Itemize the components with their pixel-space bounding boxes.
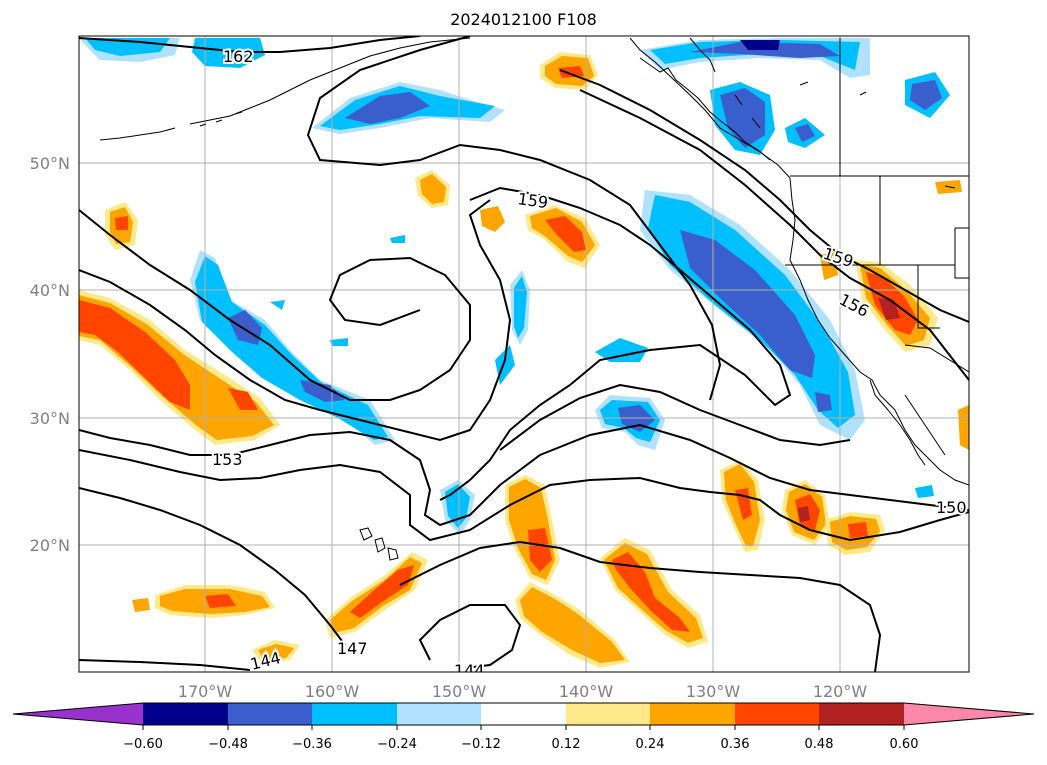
lat-labels: 50°N 40°N 30°N 20°N (30, 154, 70, 555)
contour-159b (439, 186, 792, 501)
contour-144 (79, 659, 251, 671)
contour-159 (79, 209, 471, 401)
lon-label-120w: 120°W (813, 682, 868, 701)
contour-156b (579, 89, 969, 381)
colorbar-tick-label: 0.60 (890, 737, 919, 752)
shade-blue-8d (815, 392, 832, 412)
colorbar-segment (735, 703, 819, 725)
lon-label-140w: 140°W (559, 682, 614, 701)
contour-label-162: 162 (223, 47, 254, 66)
coastlines (99, 37, 969, 561)
shade-blue-9c (228, 310, 262, 345)
lat-label-30: 30°N (30, 409, 70, 428)
map-title: 2024012100 F108 (450, 10, 597, 29)
contour-label-147: 147 (337, 639, 368, 658)
shade-warm-2c (115, 216, 128, 230)
colorbar-tick-label: −0.24 (377, 737, 417, 752)
shade-blue-10b (514, 276, 527, 338)
colorbar-tick-label: 0.24 (636, 737, 665, 752)
contour-label-150: 150 (936, 498, 967, 517)
shade-blue-9d (300, 380, 345, 402)
shade-blue-8c (680, 230, 815, 378)
lat-label-40: 40°N (30, 281, 70, 300)
contour-162b (306, 36, 722, 401)
lon-label-150w: 150°W (432, 682, 487, 701)
contour-147b (399, 540, 882, 672)
contour-label-144-b: 144 (454, 661, 485, 680)
contour-162 (79, 36, 421, 53)
shade-blue-3c (345, 92, 430, 124)
shade-blue-17 (330, 338, 348, 346)
lat-label-20: 20°N (30, 536, 70, 555)
shade-warm-6c (545, 216, 586, 252)
colorbar-tick-label: 0.12 (552, 737, 581, 752)
colorbar-segment (143, 703, 228, 725)
shade-blue-6b (910, 80, 942, 110)
shade-blue-5b (720, 88, 765, 148)
shade-warm-1d (228, 388, 258, 410)
contour-144b (418, 604, 522, 669)
height-contours (79, 36, 969, 672)
colorbar-segment (481, 703, 566, 725)
negative-shading (79, 38, 950, 535)
colorbar-tick-label: 0.48 (805, 737, 834, 752)
contour-label-153: 153 (212, 450, 243, 469)
map-frame (78, 35, 970, 673)
colorbar-tick-label: −0.36 (292, 737, 332, 752)
shade-blue-4d (740, 40, 780, 50)
colorbar-extend-high (904, 703, 1034, 725)
lon-label-130w: 130°W (686, 682, 741, 701)
colorbar-extend-low (13, 703, 143, 725)
shade-warm-14c (528, 528, 552, 572)
shade-warm-3c (558, 66, 584, 78)
lon-label-170w: 170°W (178, 682, 233, 701)
colorbar-segment (566, 703, 650, 725)
shade-warm-1c (79, 300, 190, 410)
colorbar-segment (228, 703, 312, 725)
contour-147 (79, 487, 346, 646)
shade-warm-5 (480, 206, 505, 232)
colorbar-tick-label: −0.60 (123, 737, 163, 752)
shade-blue-2 (192, 38, 265, 68)
lon-labels: 170°W 160°W 150°W 140°W 130°W 120°W (178, 682, 868, 701)
lat-label-50: 50°N (30, 154, 70, 173)
contour-159c (559, 69, 969, 323)
contour-150 (79, 449, 969, 542)
contour-156c (499, 383, 851, 451)
colorbar-tick-label: 0.36 (721, 737, 750, 752)
contour-153 (79, 423, 969, 527)
shade-warm-10 (958, 405, 969, 450)
shade-warm-20b (258, 644, 294, 660)
shade-blue-7b (795, 124, 815, 142)
colorbar: −0.60 −0.48 −0.36 −0.24 −0.12 0.12 0.24 … (12, 702, 1035, 752)
shade-blue-16 (390, 235, 405, 243)
colorbar-tick-label: −0.12 (461, 737, 501, 752)
shade-warm-16c (612, 552, 690, 632)
shade-warm-17c (350, 565, 414, 618)
contour-156 (79, 199, 512, 442)
shade-warm-13c (848, 522, 868, 538)
colorbar-segment (397, 703, 481, 725)
shade-blue-12 (595, 338, 648, 362)
shade-warm-15b (520, 587, 625, 663)
lon-label-160w: 160°W (305, 682, 360, 701)
shade-blue-15 (915, 485, 934, 498)
shade-warm-18c (205, 594, 236, 608)
positive-shading (79, 52, 969, 668)
contour-label-144-a: 144 (248, 648, 282, 674)
colorbar-tick-label: −0.48 (208, 737, 248, 752)
colorbar-segment (650, 703, 735, 725)
shade-blue-9e (270, 300, 285, 310)
colorbar-segment (312, 703, 397, 725)
shade-warm-19 (132, 598, 150, 612)
shade-warm-4b (420, 174, 446, 204)
shade-warm-12d (798, 506, 810, 522)
colorbar-segment (819, 703, 904, 725)
